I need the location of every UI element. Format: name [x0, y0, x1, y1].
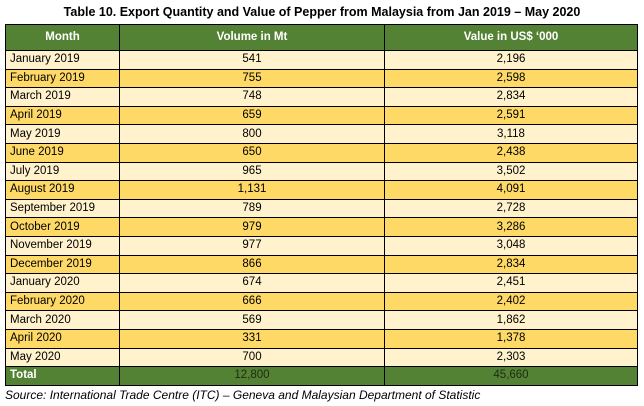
total-value: 45,660 — [384, 366, 638, 386]
cell-value: 3,286 — [384, 217, 638, 237]
cell-volume: 977 — [119, 235, 385, 256]
cell-value: 2,728 — [384, 198, 638, 219]
cell-month: January 2020 — [5, 273, 120, 293]
cell-volume: 666 — [119, 291, 385, 312]
cell-month: January 2019 — [5, 50, 120, 70]
cell-month: February 2020 — [5, 291, 120, 312]
table-title: Table 10. Export Quantity and Value of P… — [63, 5, 581, 19]
total-volume: 12,800 — [119, 366, 385, 386]
export-table: Month Volume in Mt Value in US$ ‘000 Jan… — [5, 24, 638, 386]
cell-value: 4,091 — [384, 180, 638, 200]
source-note: Source: International Trade Centre (ITC)… — [5, 388, 481, 402]
cell-month: April 2019 — [5, 105, 120, 126]
header-value: Value in US$ ‘000 — [384, 24, 638, 51]
table-row: March 2020 569 1,862 — [5, 310, 638, 330]
table-row: January 2019 541 2,196 — [5, 50, 638, 70]
cell-month: July 2019 — [5, 161, 120, 182]
total-row: Total 12,800 45,660 — [5, 366, 638, 386]
table-row: February 2019 755 2,598 — [5, 68, 638, 89]
cell-month: June 2019 — [5, 142, 120, 163]
cell-value: 2,598 — [384, 68, 638, 89]
cell-month: February 2019 — [5, 68, 120, 89]
table-row: June 2019 650 2,438 — [5, 142, 638, 163]
cell-month: May 2019 — [5, 124, 120, 144]
cell-month: August 2019 — [5, 180, 120, 200]
cell-volume: 700 — [119, 347, 385, 368]
total-label: Total — [5, 366, 120, 386]
cell-volume: 866 — [119, 254, 385, 275]
cell-value: 2,303 — [384, 347, 638, 368]
header-row: Month Volume in Mt Value in US$ ‘000 — [5, 24, 638, 51]
table-row: August 2019 1,131 4,091 — [5, 180, 638, 200]
cell-month: April 2020 — [5, 328, 120, 349]
table-row: September 2019 789 2,728 — [5, 198, 638, 219]
cell-value: 3,118 — [384, 124, 638, 144]
header-volume: Volume in Mt — [119, 24, 385, 51]
table-row: February 2020 666 2,402 — [5, 291, 638, 312]
table-row: January 2020 674 2,451 — [5, 273, 638, 293]
cell-month: May 2020 — [5, 347, 120, 368]
cell-volume: 748 — [119, 87, 385, 107]
table-row: April 2020 331 1,378 — [5, 328, 638, 349]
cell-month: October 2019 — [5, 217, 120, 237]
cell-value: 3,502 — [384, 161, 638, 182]
cell-volume: 331 — [119, 328, 385, 349]
table-row: November 2019 977 3,048 — [5, 235, 638, 256]
table-row: October 2019 979 3,286 — [5, 217, 638, 237]
table-row: December 2019 866 2,834 — [5, 254, 638, 275]
cell-month: September 2019 — [5, 198, 120, 219]
cell-value: 1,862 — [384, 310, 638, 330]
cell-volume: 755 — [119, 68, 385, 89]
cell-month: March 2019 — [5, 87, 120, 107]
table-row: May 2019 800 3,118 — [5, 124, 638, 144]
table-row: May 2020 700 2,303 — [5, 347, 638, 368]
cell-value: 2,402 — [384, 291, 638, 312]
table-row: March 2019 748 2,834 — [5, 87, 638, 107]
cell-month: March 2020 — [5, 310, 120, 330]
cell-month: December 2019 — [5, 254, 120, 275]
cell-volume: 789 — [119, 198, 385, 219]
cell-value: 1,378 — [384, 328, 638, 349]
cell-volume: 659 — [119, 105, 385, 126]
cell-value: 2,591 — [384, 105, 638, 126]
header-month: Month — [5, 24, 120, 51]
cell-volume: 674 — [119, 273, 385, 293]
cell-volume: 1,131 — [119, 180, 385, 200]
cell-value: 2,834 — [384, 254, 638, 275]
cell-value: 3,048 — [384, 235, 638, 256]
cell-value: 2,451 — [384, 273, 638, 293]
table-row: July 2019 965 3,502 — [5, 161, 638, 182]
cell-value: 2,196 — [384, 50, 638, 70]
cell-volume: 569 — [119, 310, 385, 330]
cell-volume: 979 — [119, 217, 385, 237]
cell-value: 2,834 — [384, 87, 638, 107]
cell-volume: 541 — [119, 50, 385, 70]
cell-volume: 965 — [119, 161, 385, 182]
cell-volume: 800 — [119, 124, 385, 144]
cell-volume: 650 — [119, 142, 385, 163]
cell-month: November 2019 — [5, 235, 120, 256]
cell-value: 2,438 — [384, 142, 638, 163]
table-row: April 2019 659 2,591 — [5, 105, 638, 126]
